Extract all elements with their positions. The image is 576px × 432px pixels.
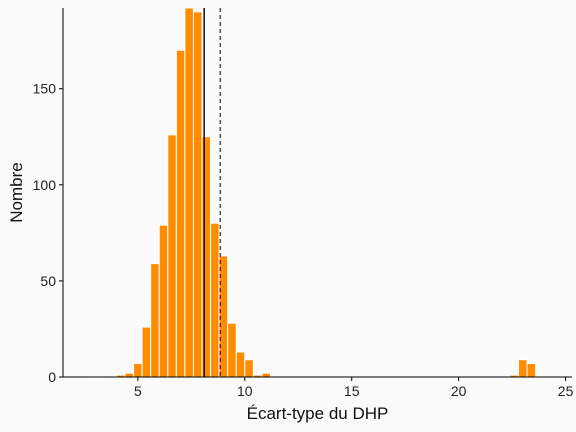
reference-lines-layer: [203, 8, 221, 377]
histogram-bar: [184, 7, 194, 378]
axes-layer: [62, 8, 572, 378]
y-axis-title: Nombre: [7, 162, 26, 222]
histogram-bar: [244, 359, 254, 378]
y-tick-label: 50: [40, 273, 56, 289]
y-tick-label: 0: [48, 369, 56, 385]
x-tick-label: 15: [344, 383, 360, 399]
histogram-bar: [133, 363, 143, 378]
histogram-bar: [201, 136, 212, 378]
histogram-bar: [210, 222, 220, 378]
histogram-bar: [141, 326, 152, 378]
histogram-bar: [526, 363, 537, 378]
histogram-bar: [192, 11, 203, 378]
x-tick-label: 10: [237, 383, 253, 399]
histogram-bar: [150, 263, 160, 378]
histogram-bar: [167, 134, 177, 378]
y-tick-label: 150: [33, 81, 57, 97]
histogram-bar: [227, 322, 237, 378]
x-axis-title: Écart-type du DHP: [247, 404, 389, 423]
x-tick-label: 20: [451, 383, 467, 399]
histogram-bar: [518, 359, 528, 378]
ticks-layer: 5 10 15 20 25 0 50 100 150: [33, 81, 574, 399]
histogram-bar: [175, 49, 186, 378]
histogram-bar: [124, 372, 135, 378]
x-tick-label: 5: [134, 383, 142, 399]
bars-layer: [90, 7, 537, 378]
y-tick-label: 100: [33, 177, 57, 193]
histogram-bar: [235, 351, 246, 378]
histogram-bar: [158, 224, 169, 378]
x-tick-label: 25: [558, 383, 574, 399]
histogram-bar: [261, 372, 271, 378]
